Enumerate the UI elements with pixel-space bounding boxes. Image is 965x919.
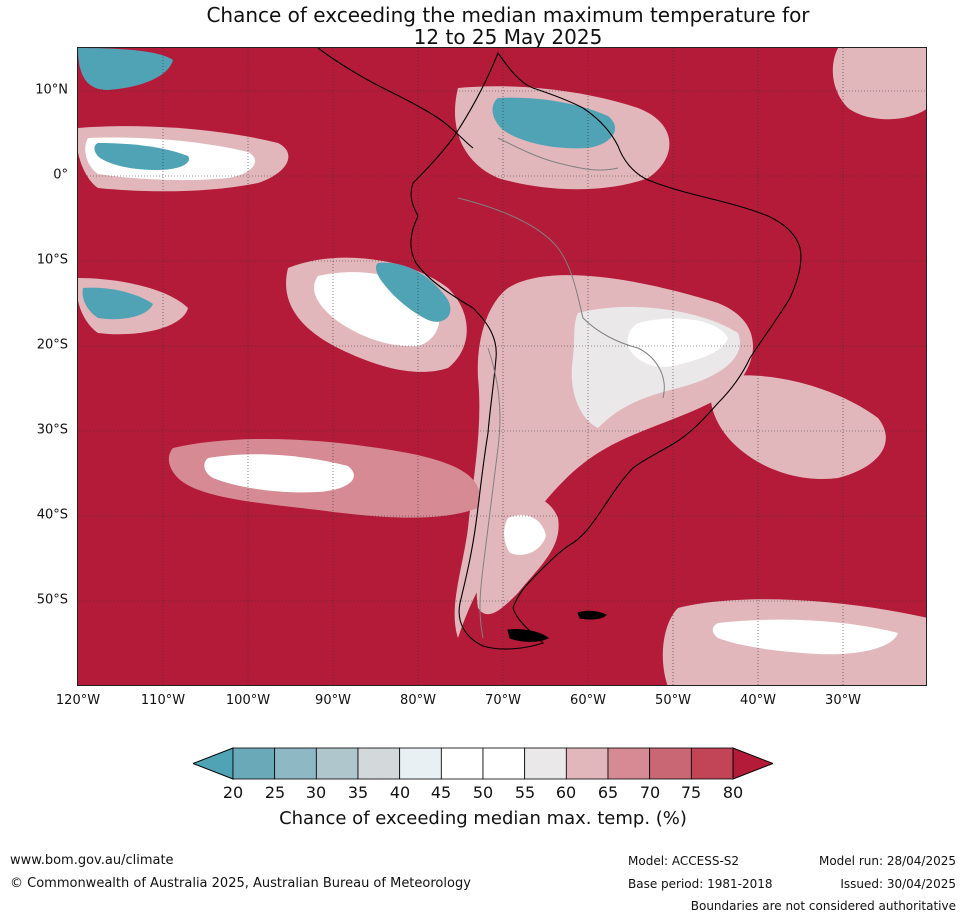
colorbar-segment-45 xyxy=(440,747,484,780)
field-patch-atlantic-55s-white xyxy=(712,619,898,655)
lon-label-50w: 50°W xyxy=(655,693,691,708)
lon-label-100w: 100°W xyxy=(225,693,271,708)
lon-label-70w: 70°W xyxy=(485,693,521,708)
colorbar-segment-70 xyxy=(649,747,692,780)
map-title: Chance of exceeding the median maximum t… xyxy=(78,4,938,48)
probability-field-layer xyxy=(78,48,926,685)
colorbar-segment-40 xyxy=(399,747,442,780)
colorbar-segment-50 xyxy=(482,747,526,780)
lon-label-110w: 110°W xyxy=(140,693,186,708)
colorbar-segment-20 xyxy=(232,747,276,780)
website-link[interactable]: www.bom.gov.au/climate xyxy=(10,853,174,868)
colorbar-tick-45: 45 xyxy=(430,783,452,802)
graticule-layer xyxy=(78,48,926,685)
field-patch-50 xyxy=(627,318,728,367)
south-america-coastline xyxy=(410,51,802,650)
colorbar-tick-60: 60 xyxy=(555,783,577,802)
title-line-1: Chance of exceeding the median maximum t… xyxy=(206,3,810,27)
model-name: Model: ACCESS-S2 xyxy=(628,854,740,868)
field-patch-cool-nw xyxy=(78,48,173,90)
probability-map xyxy=(78,48,926,685)
colorbar-tick-70: 70 xyxy=(639,783,661,802)
central-america-coastline xyxy=(317,48,474,149)
lon-label-30w: 30°W xyxy=(825,693,861,708)
colorbar-segment-65 xyxy=(607,747,651,780)
field-patch-pacific-35s-white xyxy=(204,454,354,493)
national-border-andes xyxy=(479,347,501,639)
model-run-date: Model run: 28/04/2025 xyxy=(818,854,956,868)
coastline-layer xyxy=(317,48,802,650)
colorbar-segment-25 xyxy=(274,747,317,780)
lat-label-50s: 50°S xyxy=(36,592,68,608)
field-patch-atlantic-30s xyxy=(710,375,886,479)
field-patch-patagonia-white xyxy=(504,515,546,555)
colorbar-tick-50: 50 xyxy=(472,783,494,802)
colorbar-tick-30: 30 xyxy=(305,783,327,802)
issued-date: Issued: 30/04/2025 xyxy=(840,877,956,891)
colorbar-tick-75: 75 xyxy=(680,783,702,802)
lon-label-40w: 40°W xyxy=(740,693,776,708)
field-patch-ne-atlantic xyxy=(832,48,926,120)
colorbar-segment-60 xyxy=(565,747,609,780)
field-patch-cool-west-15s-blue xyxy=(82,287,153,320)
colorbar-tick-25: 25 xyxy=(264,783,286,802)
colorbar-label: Chance of exceeding median max. temp. (%… xyxy=(279,808,687,829)
national-border-north xyxy=(497,137,619,171)
colorbar-tick-65: 65 xyxy=(597,783,619,802)
national-border-brazil xyxy=(457,197,665,399)
lon-label-90w: 90°W xyxy=(315,693,351,708)
field-patch-cool-colombia-blue xyxy=(492,97,616,149)
lat-label-20s: 20°S xyxy=(36,337,68,353)
colorbar-tick-80: 80 xyxy=(722,783,744,802)
lon-label-120w: 120°W xyxy=(55,693,101,708)
colorbar-under-arrow xyxy=(193,747,234,780)
colorbar-segment-75 xyxy=(690,747,734,780)
field-patch-cool-equator-blue xyxy=(94,143,189,170)
colorbar-segment-30 xyxy=(315,747,359,780)
map-panel xyxy=(77,47,927,686)
colorbar-segment-35 xyxy=(357,747,401,780)
colorbar-tick-35: 35 xyxy=(347,783,369,802)
falklands-outline xyxy=(577,610,607,620)
title-line-2: 12 to 25 May 2025 xyxy=(413,25,603,49)
lat-label-10s: 10°S xyxy=(36,252,68,268)
lat-label-30s: 30°S xyxy=(36,422,68,438)
lat-label-10n: 10°N xyxy=(35,82,68,98)
borders-layer xyxy=(457,137,665,639)
lat-label-0: 0° xyxy=(53,167,68,183)
field-patch-cool-15s-blue xyxy=(375,262,451,322)
colorbar-segment-55 xyxy=(524,747,567,780)
lat-label-40s: 40°S xyxy=(36,507,68,523)
base-period: Base period: 1981-2018 xyxy=(628,877,773,891)
colorbar-over-arrow xyxy=(732,747,773,780)
colorbar xyxy=(193,747,773,780)
lon-label-80w: 80°W xyxy=(400,693,436,708)
colorbar-tick-40: 40 xyxy=(389,783,411,802)
lon-label-60w: 60°W xyxy=(570,693,606,708)
tierra-del-fuego-outline xyxy=(507,629,549,642)
boundaries-disclaimer: Boundaries are not considered authoritat… xyxy=(690,899,956,913)
colorbar-segments xyxy=(232,747,734,780)
colorbar-tick-55: 55 xyxy=(514,783,536,802)
colorbar-tick-20: 20 xyxy=(222,783,244,802)
copyright-notice: © Commonwealth of Australia 2025, Austra… xyxy=(10,876,471,891)
